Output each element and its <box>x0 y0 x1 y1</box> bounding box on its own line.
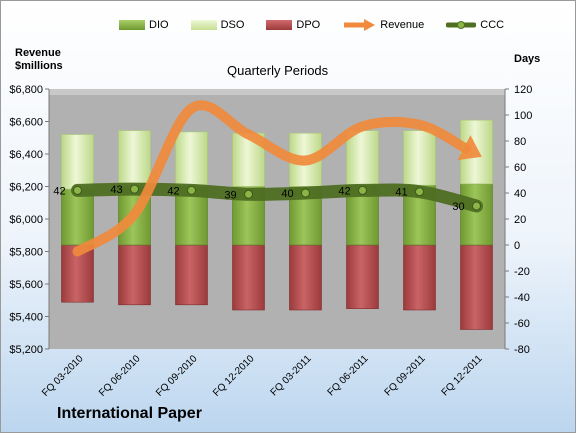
left-tick-label: $6,600 <box>9 117 43 129</box>
right-tick-label: -40 <box>514 292 530 304</box>
ccc-point <box>472 201 481 211</box>
left-tick-label: $6,400 <box>9 149 43 161</box>
right-tick-label: 20 <box>514 214 526 226</box>
ccc-data-label: 30 <box>452 201 464 213</box>
ccc-data-label: 42 <box>167 185 179 197</box>
bar-dso <box>61 134 94 190</box>
chart-title: Quarterly Periods <box>227 63 329 78</box>
right-tick-label: -60 <box>514 318 530 330</box>
category-label: FQ 09-2010 <box>154 353 200 399</box>
bar-dio <box>460 183 493 246</box>
left-tick-label: $5,600 <box>9 279 43 291</box>
ccc-line <box>71 182 483 213</box>
legend-item-dio: DIO <box>119 19 169 31</box>
company-name: International Paper <box>57 405 202 422</box>
bar-dso <box>175 131 208 187</box>
ccc-point <box>301 188 310 198</box>
legend-label-dso: DSO <box>220 19 245 31</box>
legend-swatch-dio <box>119 20 145 30</box>
ccc-data-label: 41 <box>395 187 407 199</box>
right-tick-label: 60 <box>514 162 526 174</box>
bar-dpo <box>403 244 436 311</box>
ccc-point <box>415 187 424 197</box>
left-tick-label: $6,000 <box>9 214 43 226</box>
right-tick-label: 0 <box>514 240 520 252</box>
left-tick-label: $6,200 <box>9 182 43 194</box>
legend-label-revenue: Revenue <box>380 19 425 31</box>
ccc-point <box>358 185 367 195</box>
right-tick-label: 100 <box>514 110 532 122</box>
category-label: FQ 12-2011 <box>440 353 485 398</box>
legend-item-dpo: DPO <box>266 19 320 31</box>
bar-dpo <box>118 244 151 306</box>
category-label: FQ 09-2011 <box>383 353 428 398</box>
left-tick-label: $6,800 <box>9 84 43 96</box>
ccc-data-label: 40 <box>281 188 293 200</box>
legend-swatch-ccc <box>446 21 477 29</box>
left-tick-label: $5,800 <box>9 247 43 259</box>
ccc-point <box>130 184 139 194</box>
left-axis-title-line2: $millions <box>15 60 63 72</box>
plot-top-edge <box>49 89 505 95</box>
legend-label-dio: DIO <box>149 19 169 31</box>
category-label: FQ 12-2010 <box>211 353 257 399</box>
ccc-data-label: 39 <box>224 189 236 201</box>
ccc-point <box>244 189 253 199</box>
bar-dpo <box>346 244 379 310</box>
legend: DIO DSO DPO Revenue CCC <box>119 17 526 33</box>
bar-dso <box>403 130 436 186</box>
right-axis-title: Days <box>514 53 541 65</box>
bar-dio <box>61 188 94 246</box>
ccc-data-label: 43 <box>110 184 122 196</box>
legend-label-ccc: CCC <box>480 19 505 31</box>
left-tick-label: $5,400 <box>9 312 43 324</box>
revenue-line <box>72 100 471 257</box>
legend-item-dso: DSO <box>190 19 245 31</box>
bar-dpo <box>289 244 322 311</box>
left-tick-label: $5,200 <box>9 344 43 356</box>
right-tick-label: 80 <box>514 136 526 148</box>
revenue-arrowhead <box>457 135 482 161</box>
legend-swatch-dso <box>190 20 217 30</box>
category-label: FQ 03-2011 <box>269 353 314 398</box>
bar-dso <box>118 130 151 187</box>
ccc-point <box>187 185 196 195</box>
bar-dpo <box>460 244 493 330</box>
legend-swatch-revenue <box>344 19 376 31</box>
legend-item-ccc: CCC <box>446 18 504 32</box>
legend-swatch-dpo <box>266 20 293 30</box>
bar-dso <box>346 130 379 186</box>
ccc-data-label: 42 <box>53 185 65 197</box>
legend-label-dpo: DPO <box>296 19 321 31</box>
ccc-data-label: 42 <box>338 185 350 197</box>
right-tick-label: -80 <box>514 344 530 356</box>
category-label: FQ 03-2010 <box>40 353 86 399</box>
right-tick-label: 40 <box>514 188 526 200</box>
right-tick-label: 120 <box>514 84 532 96</box>
bar-dpo <box>232 244 265 311</box>
category-label: FQ 06-2011 <box>326 353 371 398</box>
bar-dpo <box>175 244 208 306</box>
ccc-point <box>73 185 82 195</box>
category-label: FQ 06-2010 <box>97 353 143 399</box>
right-tick-label: -20 <box>514 266 530 278</box>
legend-item-revenue: Revenue <box>342 18 424 32</box>
left-axis-title-line1: Revenue <box>15 47 61 59</box>
